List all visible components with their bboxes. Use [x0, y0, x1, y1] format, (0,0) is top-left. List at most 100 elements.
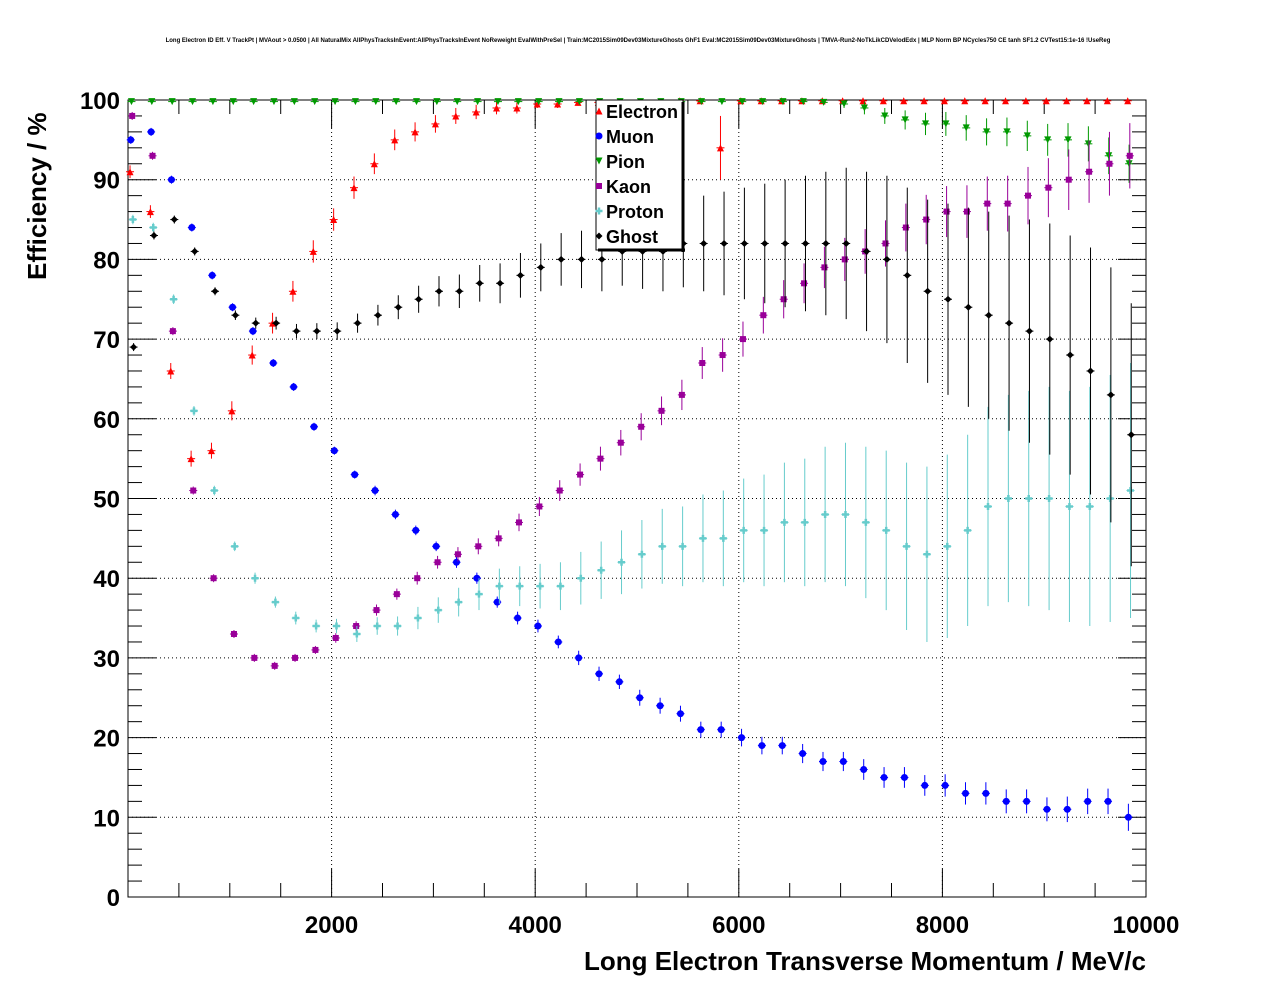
legend-label: Pion: [606, 152, 645, 172]
data-point: [1127, 487, 1135, 495]
data-point: [1043, 805, 1051, 813]
legend-marker: [595, 232, 603, 240]
data-point: [921, 781, 929, 789]
legend-marker: [595, 132, 603, 140]
data-point: [1124, 813, 1132, 821]
x-tick-labels: 2000 4000 6000 8000 10000: [305, 912, 1179, 939]
data-point: [252, 319, 260, 327]
data-point: [556, 487, 563, 494]
data-point: [412, 526, 420, 534]
data-point: [882, 526, 890, 534]
data-point: [493, 104, 501, 112]
data-point: [292, 654, 299, 661]
data-point: [210, 487, 218, 495]
data-point: [801, 239, 809, 247]
data-point: [720, 239, 728, 247]
data-point: [923, 550, 931, 558]
data-point: [1126, 152, 1133, 159]
data-point: [964, 303, 972, 311]
data-point: [698, 98, 706, 106]
data-point: [187, 455, 195, 463]
data-point: [1064, 136, 1072, 144]
y-tick-label: 80: [93, 247, 120, 274]
data-point: [1044, 136, 1052, 144]
grid-lines: [128, 100, 1146, 897]
data-point: [840, 100, 848, 108]
y-tick-label: 20: [93, 726, 120, 753]
data-point: [841, 256, 848, 263]
data-point: [699, 360, 706, 367]
data-point: [413, 98, 421, 106]
data-point: [272, 319, 280, 327]
data-point: [1127, 431, 1135, 439]
data-point: [311, 98, 319, 106]
data-point: [250, 98, 258, 106]
data-point: [394, 303, 402, 311]
data-point: [1045, 184, 1052, 191]
legend-label: Electron: [606, 102, 678, 122]
y-tick-label: 100: [80, 88, 120, 115]
data-point: [940, 97, 948, 105]
data-point: [251, 654, 258, 661]
data-point: [638, 550, 646, 558]
data-point: [188, 224, 196, 232]
legend: Electron Muon Pion Kaon Proton Ghost: [595, 99, 685, 252]
data-point: [719, 534, 727, 542]
data-point: [799, 750, 807, 758]
data-point: [475, 590, 483, 598]
data-point: [759, 98, 767, 106]
data-point: [962, 789, 970, 797]
data-point: [169, 328, 176, 335]
y-tick-label: 10: [93, 805, 120, 832]
data-point: [150, 231, 158, 239]
data-point: [1084, 140, 1092, 148]
data-point: [842, 239, 850, 247]
data-point: [454, 551, 461, 558]
data-point: [350, 184, 358, 192]
data-point: [391, 136, 399, 144]
data-point: [310, 423, 318, 431]
data-point: [577, 574, 585, 582]
data-point: [455, 287, 463, 295]
data-point: [760, 312, 767, 319]
data-point: [351, 98, 359, 106]
legend-entry-muon: Muon: [595, 127, 654, 147]
data-point: [984, 200, 991, 207]
data-point: [332, 634, 339, 641]
data-point: [434, 559, 441, 566]
data-point: [126, 168, 134, 176]
data-point: [983, 128, 991, 136]
data-point: [1066, 351, 1074, 359]
data-point: [190, 407, 198, 415]
data-point: [760, 526, 768, 534]
data-point: [963, 208, 970, 215]
data-point: [146, 208, 154, 216]
data-point: [739, 336, 746, 343]
data-point: [618, 558, 626, 566]
data-point: [127, 136, 135, 144]
data-point: [554, 638, 562, 646]
series-muon: [126, 127, 1133, 831]
data-point: [475, 543, 482, 550]
x-axis-label: Long Electron Transverse Momentum / MeV/…: [584, 946, 1146, 976]
data-point: [1025, 495, 1033, 502]
legend-label: Kaon: [606, 177, 651, 197]
data-point: [716, 144, 724, 152]
data-point: [676, 710, 684, 718]
data-point: [370, 160, 378, 168]
data-point: [962, 124, 970, 132]
data-point: [495, 582, 503, 590]
data-point: [920, 97, 928, 105]
data-point: [656, 702, 664, 710]
data-point: [738, 734, 746, 742]
y-tick-label: 40: [93, 566, 120, 593]
legend-marker: [595, 157, 603, 165]
legend-marker: [595, 107, 603, 115]
data-point: [373, 607, 380, 614]
data-point: [985, 311, 993, 319]
data-point: [271, 662, 278, 669]
data-point: [191, 247, 199, 255]
data-point: [231, 311, 239, 319]
data-point: [900, 97, 908, 105]
